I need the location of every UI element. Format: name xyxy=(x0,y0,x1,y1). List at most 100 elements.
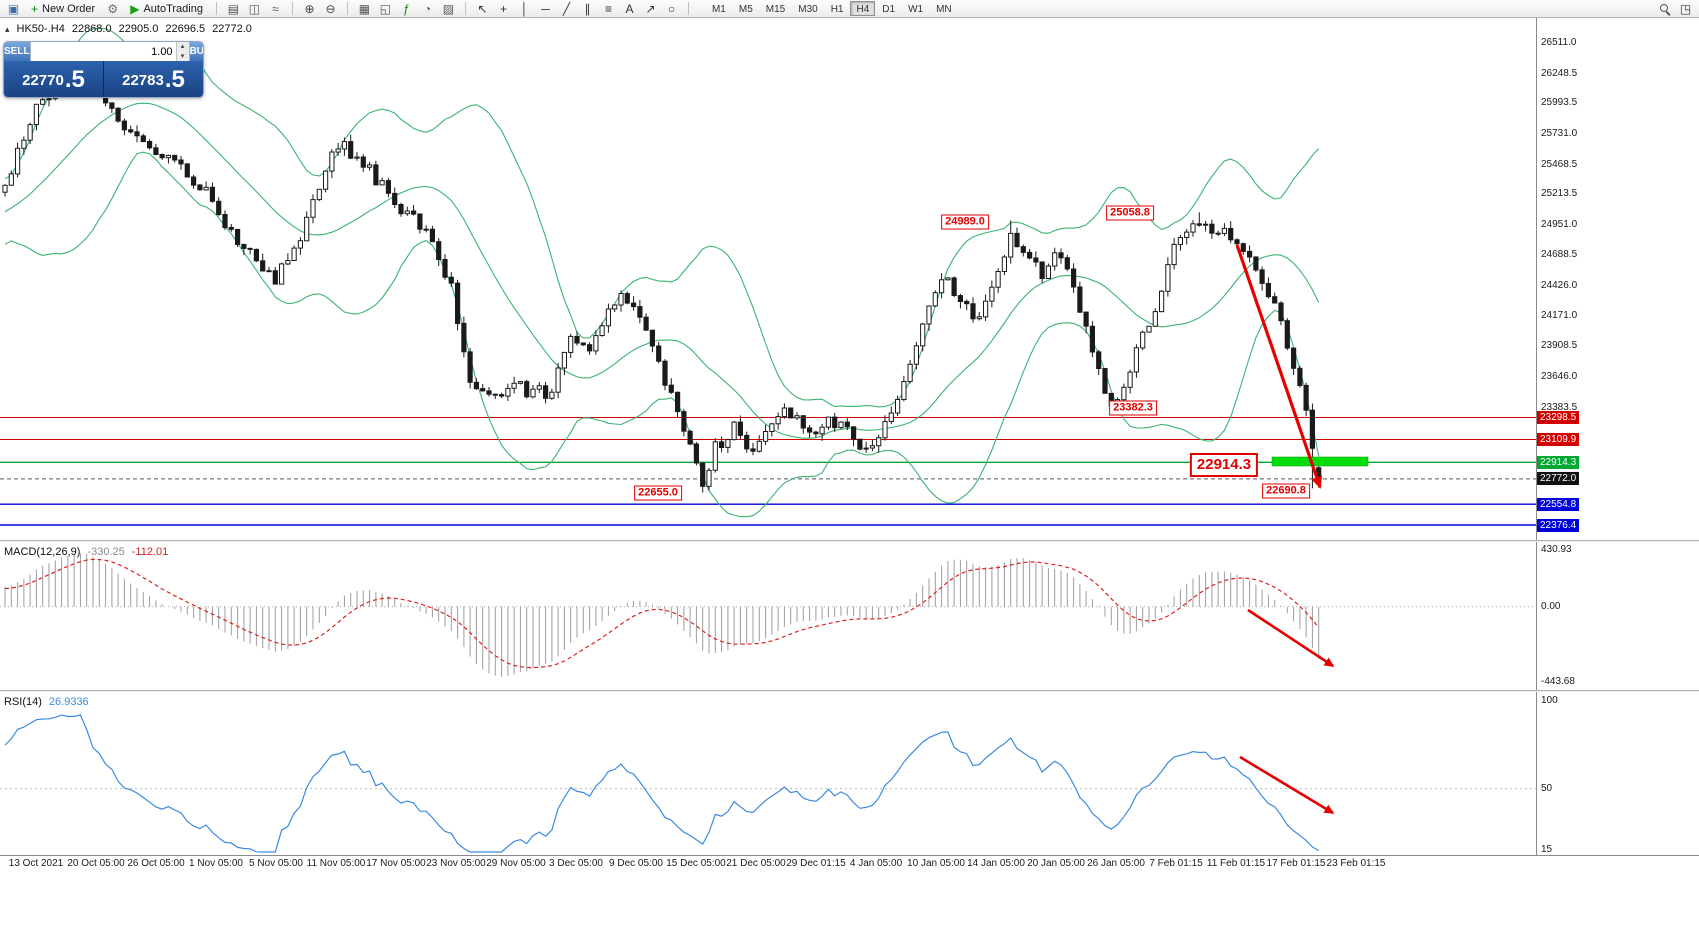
rsi-scale-50: 50 xyxy=(1541,782,1553,794)
time-label: 26 Jan 05:00 xyxy=(1087,858,1145,869)
search-button[interactable] xyxy=(1655,1,1674,16)
expert-advisors-icon: ⚙ xyxy=(107,1,119,16)
tile-windows-icon: ▦ xyxy=(358,1,371,16)
highlight-bar[interactable] xyxy=(1271,456,1369,467)
time-label: 10 Jan 05:00 xyxy=(907,858,965,869)
price-badge-22554.8: 22554.8 xyxy=(1537,497,1580,511)
line-chart-button[interactable]: ≈ xyxy=(266,1,285,16)
price-tick-24688.5: 24688.5 xyxy=(1541,249,1578,261)
price-tag-25058.8[interactable]: 25058.8 xyxy=(1106,205,1154,221)
chart-window-icon: ▣ xyxy=(7,1,20,16)
candlestick-chart-button[interactable]: ◫ xyxy=(245,1,264,16)
timeframe-m5-button[interactable]: M5 xyxy=(738,4,753,15)
shapes-icon: ○ xyxy=(667,1,676,16)
timeframe-w1-button[interactable]: W1 xyxy=(908,4,924,15)
time-label: 17 Feb 01:15 xyxy=(1266,858,1326,869)
cursor-icon: ↖ xyxy=(477,1,488,16)
time-label: 20 Jan 05:00 xyxy=(1027,858,1085,869)
time-label: 11 Feb 01:15 xyxy=(1206,858,1266,869)
trend-arrow-rsi[interactable] xyxy=(1239,755,1335,815)
panel-divider-rsi[interactable] xyxy=(0,690,1699,692)
time-label: 14 Jan 05:00 xyxy=(967,858,1025,869)
timeframe-mn-button[interactable]: MN xyxy=(936,4,952,15)
macd-panel[interactable] xyxy=(0,542,1536,690)
bar-chart-button[interactable]: ▤ xyxy=(224,1,243,16)
search-icon xyxy=(1659,3,1671,15)
timeframe-m15-button[interactable]: M15 xyxy=(765,4,786,15)
toolbar-separator xyxy=(687,2,689,15)
templates-button[interactable]: ▨ xyxy=(439,1,458,16)
price-tick-23908.5: 23908.5 xyxy=(1541,340,1578,352)
new-order-button-label: New Order xyxy=(42,2,96,15)
buy-button[interactable]: BUY xyxy=(189,42,203,61)
time-label: 3 Dec 05:00 xyxy=(549,858,603,869)
buy-price-main: 22783 xyxy=(122,71,164,89)
time-axis-line xyxy=(0,855,1699,856)
time-label: 15 Dec 05:00 xyxy=(666,858,726,869)
horizontal-line-button[interactable]: ─ xyxy=(536,1,555,16)
timeframe-h1-button[interactable]: H1 xyxy=(830,4,844,15)
cascade-windows-button[interactable]: ◱ xyxy=(376,1,395,16)
candlesticks xyxy=(2,56,1322,493)
zoom-out-icon: ⊖ xyxy=(325,1,336,16)
sell-button[interactable]: SELL xyxy=(4,42,30,61)
price-tag-22655.0[interactable]: 22655.0 xyxy=(634,485,682,501)
equidistant-channel-button[interactable]: ∥ xyxy=(578,1,597,16)
sell-price-button[interactable]: 22770.5 xyxy=(4,61,104,97)
bollinger-middle-band xyxy=(4,102,1320,439)
macd-main-value: -330.25 xyxy=(87,546,125,558)
timeframe-h4-button[interactable]: H4 xyxy=(850,1,876,16)
time-label: 23 Nov 05:00 xyxy=(426,858,486,869)
panel-divider-macd[interactable] xyxy=(0,540,1699,542)
price-chart-panel[interactable] xyxy=(0,18,1536,540)
cursor-button[interactable]: ↖ xyxy=(473,1,492,16)
price-axis-line xyxy=(1536,18,1537,855)
time-label: 1 Nov 05:00 xyxy=(189,858,243,869)
price-tag-22690.8[interactable]: 22690.8 xyxy=(1262,483,1310,499)
trend-arrow-main[interactable] xyxy=(1235,244,1323,489)
charts-button[interactable]: ▣ xyxy=(4,1,23,16)
fullscreen-button[interactable]: ◳ xyxy=(1676,1,1695,16)
rsi-panel[interactable] xyxy=(0,692,1536,855)
horizontal-line-icon: ─ xyxy=(541,1,550,16)
price-tag-22914.3[interactable]: 22914.3 xyxy=(1189,453,1259,477)
tile-windows-button[interactable]: ▦ xyxy=(355,1,374,16)
sell-price-fraction: .5 xyxy=(64,66,85,93)
time-label: 5 Nov 05:00 xyxy=(249,858,303,869)
time-label: 9 Dec 05:00 xyxy=(609,858,663,869)
trend-arrow-macd[interactable] xyxy=(1247,608,1335,668)
autotrading-button[interactable]: ▶ AutoTrading xyxy=(124,1,209,16)
timeframe-d1-button[interactable]: D1 xyxy=(882,4,896,15)
rsi-scale-15: 15 xyxy=(1541,844,1553,855)
one-click-panel-toggle[interactable]: ▴ xyxy=(5,23,10,34)
indicators-button[interactable]: ƒ xyxy=(397,1,416,16)
time-label: 21 Dec 05:00 xyxy=(726,858,786,869)
price-tag-24989.0[interactable]: 24989.0 xyxy=(941,214,989,230)
shapes-button[interactable]: ○ xyxy=(662,1,681,16)
time-label: 4 Jan 05:00 xyxy=(849,858,903,869)
zoom-in-button[interactable]: ⊕ xyxy=(300,1,319,16)
periods-button[interactable]: ◔ xyxy=(418,1,437,16)
periods-icon: ◔ xyxy=(423,1,432,16)
volume-decrease-button[interactable]: ▾ xyxy=(176,51,189,61)
timeframe-m1-button[interactable]: M1 xyxy=(711,4,726,15)
volume-box: ▴ ▾ xyxy=(29,42,190,61)
new-order-button[interactable]: + New Order xyxy=(25,1,101,16)
expert-advisors-button[interactable]: ⚙ xyxy=(103,1,122,16)
time-label: 29 Nov 05:00 xyxy=(486,858,546,869)
vertical-line-button[interactable]: │ xyxy=(515,1,534,16)
trendline-button[interactable]: ╱ xyxy=(557,1,576,16)
text-button[interactable]: A xyxy=(620,1,639,16)
price-tick-23383.5: 23383.5 xyxy=(1541,401,1578,413)
crosshair-button[interactable]: + xyxy=(494,1,513,16)
zoom-out-button[interactable]: ⊖ xyxy=(321,1,340,16)
buy-price-button[interactable]: 22783.5 xyxy=(104,61,203,97)
timeframe-m30-button[interactable]: M30 xyxy=(798,4,818,15)
time-label: 13 Oct 2021 xyxy=(8,858,64,869)
volume-increase-button[interactable]: ▴ xyxy=(176,42,189,52)
price-tag-23382.3[interactable]: 23382.3 xyxy=(1109,400,1157,416)
rsi-value: 26.9336 xyxy=(48,696,89,708)
arrows-tool-button[interactable]: ↗ xyxy=(641,1,660,16)
fibonacci-button[interactable]: ≡ xyxy=(599,1,618,16)
volume-input[interactable] xyxy=(30,42,176,61)
